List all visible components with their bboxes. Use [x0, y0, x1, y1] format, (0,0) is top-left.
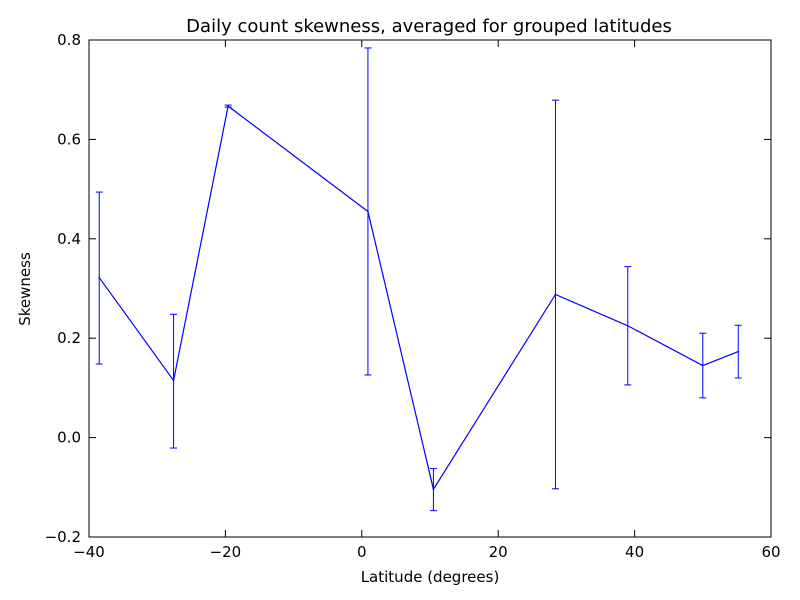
- x-tick-label: −20: [210, 543, 242, 561]
- y-tick-label: 0.0: [57, 429, 81, 447]
- y-tick-label: −0.2: [45, 528, 81, 546]
- data-point: [702, 364, 704, 367]
- chart-title: Daily count skewness, averaged for group…: [186, 16, 672, 37]
- y-tick-label: 0.2: [57, 329, 81, 347]
- y-tick-label: 0.8: [57, 31, 81, 49]
- data-point: [227, 105, 229, 107]
- series-line: [98, 105, 739, 491]
- x-tick-label: 40: [625, 543, 644, 561]
- x-tick-label: 20: [489, 543, 508, 561]
- plot-area: [95, 47, 742, 512]
- plot-frame: [88, 39, 772, 538]
- axis-ticks: −40 −20 0 20 40 60 −0.2 0.0 0.2 0.4 0.6 0.8: [45, 31, 781, 561]
- x-tick-label: 60: [761, 543, 780, 561]
- y-tick-label: 0.6: [57, 130, 81, 148]
- data-point: [98, 276, 101, 279]
- data-point: [432, 488, 435, 491]
- x-tick-label: −40: [73, 543, 105, 561]
- data-point: [626, 324, 629, 327]
- x-axis-label: Latitude (degrees): [361, 568, 500, 586]
- y-tick-label: 0.4: [57, 230, 81, 248]
- data-point: [172, 379, 175, 382]
- data-point: [367, 210, 369, 213]
- x-tick-label: 0: [357, 543, 367, 561]
- data-point: [554, 293, 557, 296]
- data-point: [737, 350, 740, 353]
- y-axis-label: Skewness: [16, 252, 34, 326]
